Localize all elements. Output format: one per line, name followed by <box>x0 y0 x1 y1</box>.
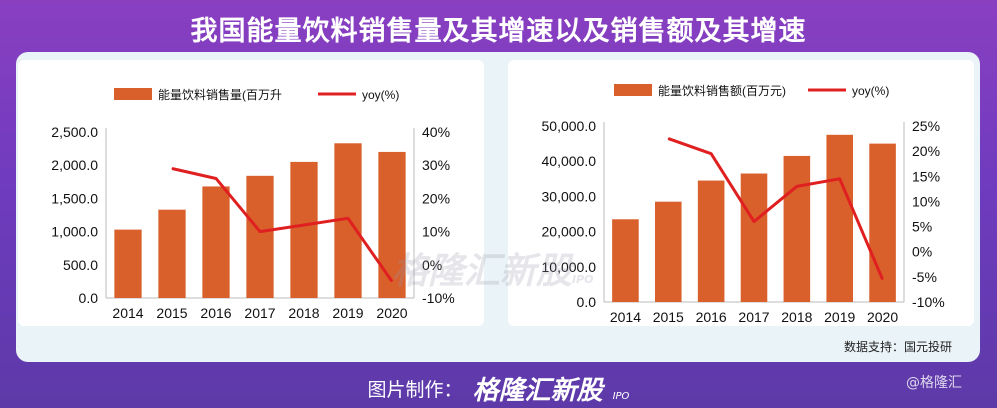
footer: 图片制作： 格隆汇新股 IPO <box>0 368 997 408</box>
y-right-tick-label: 25% <box>912 118 940 134</box>
y-right-tick-label: 0% <box>422 257 442 273</box>
yoy-point <box>303 224 305 226</box>
y-left-tick-label: 0.0 <box>577 294 597 310</box>
x-tick-label: 2020 <box>867 309 898 325</box>
x-tick-label: 2020 <box>376 305 407 321</box>
y-right-tick-label: 10% <box>422 224 450 240</box>
bar <box>290 161 318 298</box>
yoy-point <box>347 217 349 219</box>
yoy-point <box>667 138 669 140</box>
yoy-point <box>171 168 173 170</box>
header: 我国能量饮料销售量及其增速以及销售额及其增速 <box>0 0 997 56</box>
y-right-tick-label: 10% <box>912 193 940 209</box>
y-left-tick-label: 10,000.0 <box>542 259 597 275</box>
yoy-line <box>171 167 394 283</box>
yoy-point <box>882 278 884 280</box>
legend-bar-label: 能量饮料销售量(百万升 <box>158 87 282 102</box>
y-left-tick-label: 500.0 <box>63 257 98 273</box>
x-tick-label: 2016 <box>696 309 727 325</box>
yoy-point <box>753 221 755 223</box>
yoy-point <box>710 153 712 155</box>
y-left-tick-label: 1,000.0 <box>51 224 98 240</box>
y-right-tick-label: 30% <box>422 157 450 173</box>
charts-panel: 能量饮料销售量(百万升 yoy(%) 2,500.0 2,000.0 1,500.0 1,… <box>16 52 980 362</box>
y-left-tick-label: 2,500.0 <box>51 124 98 140</box>
bar <box>114 229 142 298</box>
yoy-point <box>215 177 217 179</box>
footer-brand-logo: 格隆汇新股 <box>472 375 603 406</box>
x-tick-label: 2019 <box>824 309 855 325</box>
x-tick-label: 2018 <box>288 305 319 321</box>
y-right-tick-label: 40% <box>422 124 450 140</box>
x-tick-label: 2014 <box>112 305 143 321</box>
y-left-tick-label: 1,500.0 <box>51 190 98 206</box>
bar <box>783 155 811 302</box>
y-right-tick-label: 5% <box>912 219 932 235</box>
y-right-tick-label: -10% <box>422 290 455 306</box>
bar <box>378 151 406 298</box>
sales-volume-chart-card: 能量饮料销售量(百万升 yoy(%) 2,500.0 2,000.0 1,500.0 1,… <box>18 60 484 326</box>
sales-volume-chart: 能量饮料销售量(百万升 yoy(%) 2,500.0 2,000.0 1,500.0 1,… <box>51 87 455 321</box>
footer-ipo-label: IPO <box>612 391 630 402</box>
y-left-tick-label: 50,000.0 <box>542 118 597 134</box>
bar <box>612 219 639 302</box>
bar <box>246 175 274 298</box>
legend-bar-label: 能量饮料销售额(百万元) <box>658 83 786 98</box>
x-tick-label: 2018 <box>781 309 812 325</box>
page-title: 我国能量饮料销售量及其增速以及销售额及其增速 <box>190 15 807 47</box>
yoy-point <box>391 280 393 282</box>
x-tick-label: 2015 <box>156 305 187 321</box>
x-tick-label: 2019 <box>332 305 363 321</box>
x-tick-label: 2015 <box>653 309 684 325</box>
yoy-point <box>259 231 261 233</box>
corner-watermark: @格隆汇 <box>906 375 962 391</box>
footer-credit: 图片制作： <box>367 378 463 401</box>
yoy-line <box>667 137 884 280</box>
legend-bar-swatch <box>614 84 652 96</box>
bar <box>158 209 186 298</box>
x-tick-label: 2017 <box>738 309 769 325</box>
bar <box>202 186 230 298</box>
yoy-point <box>796 185 798 187</box>
y-left-tick-label: 40,000.0 <box>542 153 597 169</box>
y-left-tick-label: 2,000.0 <box>51 157 98 173</box>
legend-line-label: yoy(%) <box>852 84 889 98</box>
y-left-tick-label: 20,000.0 <box>542 224 597 240</box>
source-note: 数据支持：国元投研 <box>844 340 953 354</box>
legend-bar-swatch <box>114 88 152 100</box>
y-right-tick-label: 0% <box>912 244 932 260</box>
sales-revenue-chart: 能量饮料销售额(百万元) yoy(%) 50,000.0 40,000.0 30,000… <box>542 83 945 325</box>
legend-line-label: yoy(%) <box>362 88 399 102</box>
y-right-tick-label: 20% <box>422 190 450 206</box>
sales-revenue-chart-card: 能量饮料销售额(百万元) yoy(%) 50,000.0 40,000.0 30,000… <box>508 60 974 326</box>
bar <box>697 180 725 302</box>
x-tick-label: 2014 <box>610 309 641 325</box>
yoy-point <box>839 178 841 180</box>
x-tick-label: 2017 <box>244 305 275 321</box>
y-right-tick-label: -5% <box>912 269 937 285</box>
y-right-tick-label: -10% <box>912 294 945 310</box>
y-left-tick-label: 30,000.0 <box>542 188 597 204</box>
y-right-tick-label: 15% <box>912 168 940 184</box>
bar <box>740 173 768 302</box>
bar <box>655 201 682 302</box>
y-right-tick-label: 20% <box>912 143 940 159</box>
y-left-tick-label: 0.0 <box>79 290 99 306</box>
x-tick-label: 2016 <box>200 305 231 321</box>
bar <box>826 134 853 302</box>
